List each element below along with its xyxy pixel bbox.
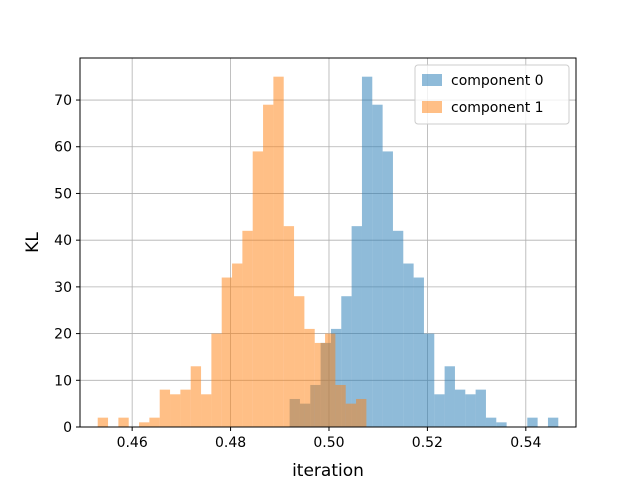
histogram-bar <box>242 230 253 427</box>
series-1-bars <box>97 76 367 428</box>
histogram-bar <box>149 417 160 427</box>
histogram-bar <box>170 394 181 427</box>
y-tick-label: 30 <box>54 280 72 296</box>
y-axis-label: KL <box>23 232 43 253</box>
histogram-bar <box>403 263 414 427</box>
histogram-bar <box>201 394 212 427</box>
histogram-bar <box>314 342 326 427</box>
legend: component 0 component 1 <box>414 64 570 125</box>
legend-swatch <box>422 74 442 86</box>
y-tick-label: 60 <box>54 140 72 156</box>
histogram-bar <box>444 366 455 427</box>
histogram-bar <box>465 394 476 427</box>
histogram-bar <box>454 389 466 427</box>
histogram-bar <box>211 333 222 427</box>
histogram-bar <box>118 417 129 427</box>
histogram-bar <box>351 226 362 427</box>
histogram-bar <box>423 333 435 427</box>
plot-area-frame <box>79 57 577 428</box>
x-tick-label: 0.48 <box>215 435 246 451</box>
histogram-bar <box>283 226 295 427</box>
histogram-bar <box>97 417 109 427</box>
axis-ticks: 0.46 0.48 0.50 0.52 0.54 0 10 20 30 40 50 60 70 <box>54 93 541 451</box>
histogram-bar <box>294 296 305 427</box>
histogram-bar <box>496 422 507 427</box>
x-axis-label: iteration <box>292 461 364 480</box>
histogram-bar <box>392 230 404 427</box>
histogram-bar <box>232 263 243 427</box>
histogram-bar <box>547 417 559 427</box>
histogram-bar <box>263 104 274 427</box>
histogram-bar <box>325 333 336 427</box>
histogram-bar <box>273 76 284 428</box>
x-tick-label: 0.52 <box>412 435 443 451</box>
y-tick-label: 70 <box>54 93 72 109</box>
legend-box <box>414 64 570 125</box>
histogram-bar <box>335 384 346 427</box>
x-tick-label: 0.50 <box>313 435 344 451</box>
histogram-bar <box>361 76 373 428</box>
y-tick-label: 40 <box>54 233 72 249</box>
histogram-bar <box>139 422 150 427</box>
histogram-bar <box>485 417 497 427</box>
legend-swatch <box>422 101 442 113</box>
x-tick-label: 0.54 <box>510 435 541 451</box>
histogram-bar <box>356 398 367 427</box>
histogram-bar <box>475 389 486 427</box>
histogram-bar <box>252 151 264 427</box>
y-tick-label: 20 <box>54 327 72 343</box>
histogram-bar <box>434 394 445 427</box>
histogram-bar <box>372 104 383 427</box>
histogram-bar <box>304 328 315 427</box>
x-tick-label: 0.46 <box>117 435 148 451</box>
histogram-bar <box>221 277 233 427</box>
histogram-bar <box>382 151 393 427</box>
y-tick-label: 50 <box>54 186 72 202</box>
legend-entry-label: component 0 <box>451 73 544 89</box>
histogram-bar <box>190 366 202 427</box>
histogram-bar <box>413 277 424 427</box>
histogram-bar <box>159 389 171 427</box>
grid-lines <box>80 58 576 428</box>
histogram-bar <box>330 328 342 427</box>
histogram-bar <box>527 417 538 427</box>
histogram-bar <box>180 389 191 427</box>
histogram-bar <box>341 296 352 427</box>
histogram-bar <box>345 403 357 427</box>
y-tick-label: 10 <box>54 373 72 389</box>
histogram-bars <box>97 76 559 428</box>
y-tick-label: 0 <box>63 420 72 436</box>
legend-entry-label: component 1 <box>451 100 544 116</box>
